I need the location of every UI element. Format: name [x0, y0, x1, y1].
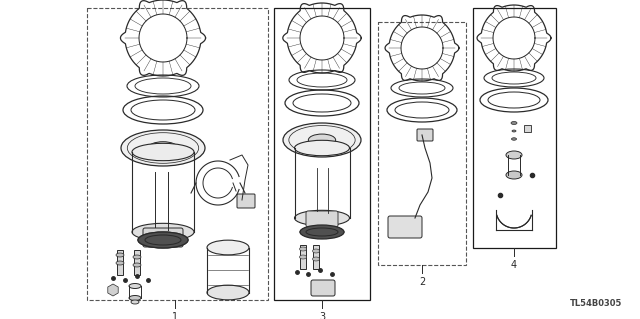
- Text: 1: 1: [172, 312, 178, 319]
- Bar: [300, 245, 306, 269]
- Bar: [134, 250, 140, 275]
- Bar: [378, 22, 466, 265]
- Ellipse shape: [506, 151, 522, 159]
- Text: TL54B0305: TL54B0305: [570, 299, 622, 308]
- Ellipse shape: [133, 263, 141, 267]
- Ellipse shape: [131, 300, 139, 304]
- Ellipse shape: [294, 210, 349, 226]
- Text: 4: 4: [511, 260, 517, 270]
- Ellipse shape: [116, 261, 124, 265]
- Bar: [274, 8, 370, 300]
- Ellipse shape: [121, 130, 205, 166]
- Bar: [117, 250, 123, 275]
- FancyBboxPatch shape: [311, 280, 335, 296]
- Bar: [87, 8, 268, 300]
- Ellipse shape: [132, 223, 194, 241]
- Text: 2: 2: [419, 277, 425, 287]
- Ellipse shape: [148, 142, 178, 154]
- Ellipse shape: [300, 247, 307, 251]
- FancyBboxPatch shape: [306, 211, 338, 227]
- Bar: [313, 245, 319, 269]
- Ellipse shape: [308, 134, 335, 146]
- Bar: [473, 8, 556, 248]
- Ellipse shape: [132, 143, 194, 161]
- Ellipse shape: [207, 285, 249, 300]
- Ellipse shape: [116, 253, 124, 257]
- Text: 3: 3: [319, 312, 325, 319]
- Ellipse shape: [300, 255, 307, 259]
- Ellipse shape: [300, 225, 344, 239]
- FancyBboxPatch shape: [143, 228, 183, 247]
- Ellipse shape: [207, 240, 249, 255]
- FancyBboxPatch shape: [237, 194, 255, 208]
- Ellipse shape: [506, 171, 522, 179]
- Ellipse shape: [129, 284, 141, 288]
- Ellipse shape: [312, 257, 319, 261]
- FancyBboxPatch shape: [388, 216, 422, 238]
- Ellipse shape: [133, 255, 141, 259]
- Ellipse shape: [283, 123, 361, 157]
- Ellipse shape: [129, 295, 141, 300]
- Ellipse shape: [294, 140, 349, 156]
- Ellipse shape: [512, 130, 516, 132]
- FancyBboxPatch shape: [417, 129, 433, 141]
- Bar: [524, 125, 531, 132]
- Ellipse shape: [138, 232, 188, 248]
- Ellipse shape: [511, 122, 517, 124]
- Ellipse shape: [511, 138, 516, 140]
- Ellipse shape: [312, 249, 319, 253]
